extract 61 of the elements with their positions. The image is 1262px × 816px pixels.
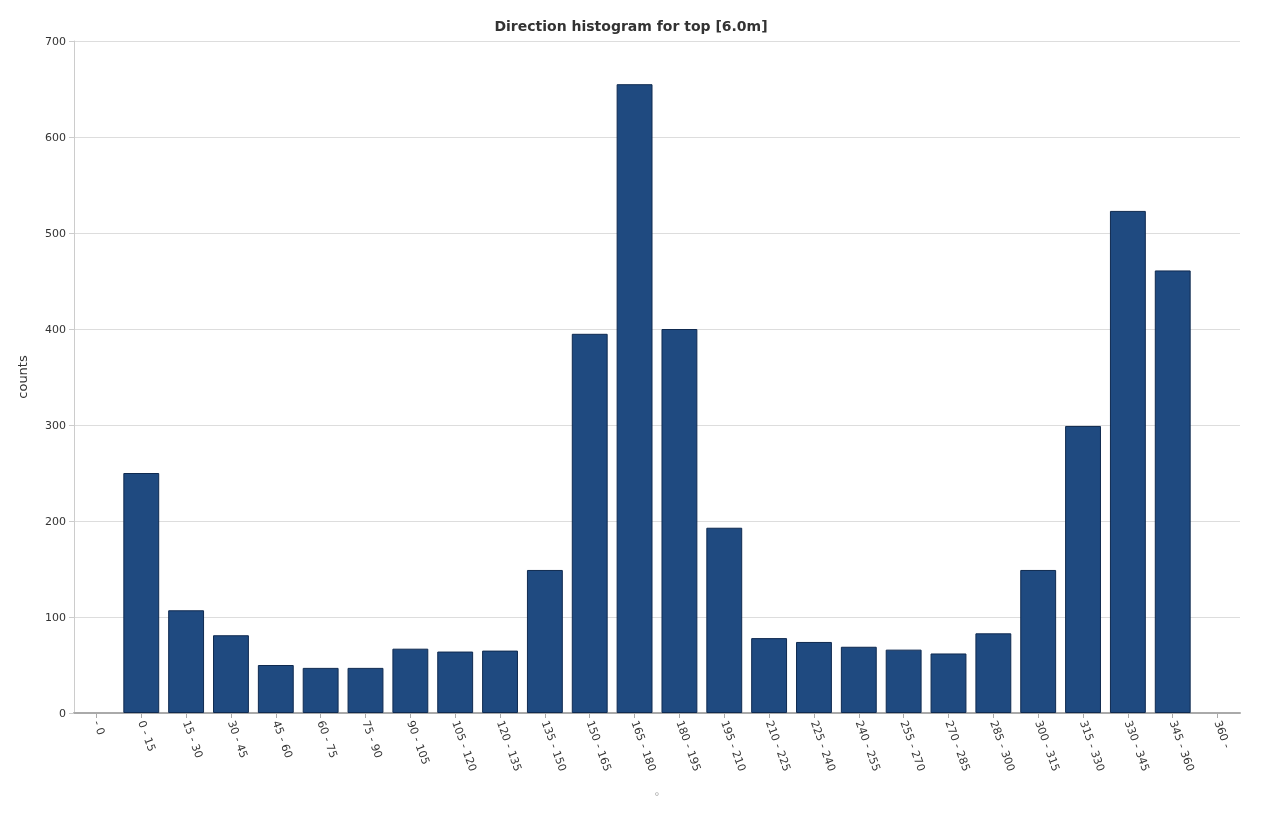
chart-title: Direction histogram for top [6.0m] (494, 18, 768, 34)
x-tick-label: 90 - 105 (404, 718, 433, 767)
x-tick-label: 75 - 90 (359, 718, 385, 760)
x-tick-label: 45 - 60 (269, 718, 296, 760)
bar (571, 333, 608, 713)
x-tick-label: 0 - 15 (135, 718, 159, 754)
x-tick-label: 180 - 195 (673, 718, 704, 773)
x-tick-label: 60 - 75 (314, 718, 341, 760)
bar (213, 635, 249, 713)
bar (482, 650, 518, 713)
x-tick-label: 240 - 255 (852, 718, 884, 773)
bar (526, 569, 563, 713)
x-tick-label: 345 - 360 (1166, 718, 1197, 773)
x-tick-label: 270 - 285 (942, 718, 973, 773)
y-tick-label: 0 (59, 706, 66, 720)
x-tick-label: 105 - 120 (449, 718, 480, 773)
x-tick-label: 195 - 210 (718, 718, 749, 773)
bar (168, 610, 205, 713)
bar (661, 329, 698, 713)
bar (796, 641, 832, 713)
bar (975, 633, 1012, 713)
bar (1065, 425, 1101, 713)
x-axis-title: ° (654, 790, 660, 804)
bar (437, 651, 474, 713)
bar (930, 653, 967, 713)
bar (885, 649, 922, 713)
x-tick-label: 225 - 240 (807, 718, 839, 773)
y-tick-label: 600 (45, 130, 66, 144)
y-tick-label: 400 (45, 322, 66, 336)
x-tick-label: 300 - 315 (1032, 718, 1063, 773)
y-axis-title: counts (15, 355, 30, 399)
bar (751, 638, 788, 713)
x-tick-label: 210 - 225 (763, 718, 794, 773)
bar (840, 646, 877, 713)
bar (257, 665, 294, 713)
y-tick-label: 500 (45, 226, 66, 240)
y-tick-label: 100 (45, 610, 66, 624)
x-tick-label: - 0 (90, 718, 108, 737)
x-tick-label: 15 - 30 (180, 718, 206, 760)
bar (1109, 210, 1146, 713)
x-tick-label: 150 - 165 (583, 718, 614, 773)
bar (706, 527, 743, 713)
x-tick-label: 315 - 330 (1076, 718, 1108, 773)
y-tick-label: 700 (45, 34, 66, 48)
bar (1154, 270, 1191, 713)
x-tick-label: 135 - 150 (538, 718, 570, 773)
y-tick-label: 200 (45, 514, 66, 528)
x-tick-label: 165 - 180 (628, 718, 659, 773)
bar (392, 648, 429, 713)
bar (616, 84, 653, 713)
bar (347, 667, 384, 713)
bar (1020, 569, 1057, 713)
bar (123, 473, 160, 713)
x-tick-label: 30 - 45 (224, 718, 251, 760)
x-tick-label: 120 - 135 (493, 718, 525, 773)
y-tick-label: 300 (45, 418, 66, 432)
x-tick-label: 255 - 270 (897, 718, 928, 773)
bar (302, 667, 339, 713)
x-tick-label: 360 - (1211, 718, 1234, 750)
x-tick-label: 330 - 345 (1121, 718, 1153, 773)
x-tick-label: 285 - 300 (987, 718, 1018, 773)
